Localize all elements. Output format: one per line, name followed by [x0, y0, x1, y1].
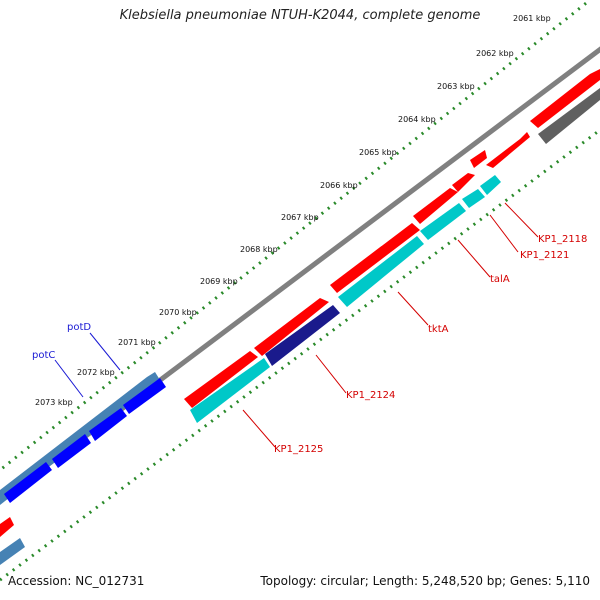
scale-labels: 2061 kbp 2062 kbp 2063 kbp 2064 kbp 2065… — [35, 14, 551, 407]
gene-label-potc: potC — [32, 350, 55, 361]
gene-red — [330, 223, 420, 293]
scale-label: 2065 kbp — [359, 148, 397, 157]
gene-red — [530, 69, 600, 128]
gene-red — [254, 298, 329, 356]
gene-red — [470, 150, 487, 168]
scale-label: 2067 kbp — [281, 213, 319, 222]
scale-label: 2071 kbp — [118, 338, 156, 347]
gene-label-tkta: tktA — [428, 324, 449, 335]
forward-genes — [0, 69, 600, 537]
gene-teal — [420, 203, 466, 240]
gene-teal — [190, 358, 270, 423]
scale-label: 2061 kbp — [513, 14, 551, 23]
scale-label: 2062 kbp — [476, 49, 514, 58]
gene-label-kp1-2118: KP1_2118 — [538, 234, 587, 245]
gene-labels: KP1_2118 KP1_2121 talA tktA KP1_2124 KP1… — [32, 234, 587, 455]
gene-potc — [89, 408, 127, 441]
gene-leaders — [54, 202, 539, 448]
gene-potc — [4, 462, 52, 503]
inner-tick-track — [0, 128, 600, 582]
scale-label: 2069 kbp — [200, 277, 238, 286]
outer-tick-track — [0, 0, 591, 472]
scale-label: 2073 kbp — [35, 398, 73, 407]
scale-label: 2072 kbp — [77, 368, 115, 377]
gene-red — [184, 351, 258, 408]
gene-teal — [462, 189, 485, 208]
gene-kp1-2124 — [265, 305, 340, 366]
scale-label: 2063 kbp — [437, 82, 475, 91]
gene-red — [452, 173, 475, 192]
genome-summary-text: Topology: circular; Length: 5,248,520 bp… — [260, 574, 590, 588]
gene-red — [413, 188, 458, 224]
gene-potc — [52, 434, 91, 468]
gene-red — [0, 517, 14, 537]
gene-red — [486, 132, 530, 168]
gene-label-kp1-2121: KP1_2121 — [520, 250, 569, 261]
gene-label-kp1-2125: KP1_2125 — [274, 444, 323, 455]
scale-label: 2064 kbp — [398, 115, 436, 124]
scale-label: 2070 kbp — [159, 308, 197, 317]
accession-text: Accession: NC_012731 — [8, 574, 145, 588]
gene-grey — [538, 88, 600, 144]
reverse-genes — [190, 88, 600, 423]
scale-label: 2066 kbp — [320, 181, 358, 190]
scale-label: 2068 kbp — [240, 245, 278, 254]
gene-teal — [338, 236, 424, 307]
gene-label-potd: potD — [67, 322, 91, 333]
gene-label-kp1-2124: KP1_2124 — [346, 390, 395, 401]
gene-potd — [0, 538, 25, 565]
gene-label-tala: talA — [490, 274, 510, 285]
genome-backbone — [0, 46, 600, 504]
gene-potc — [123, 378, 166, 414]
map-title: Klebsiella pneumoniae NTUH-K2044, comple… — [119, 8, 481, 23]
gene-teal — [480, 175, 501, 195]
pot-genes — [0, 372, 166, 565]
